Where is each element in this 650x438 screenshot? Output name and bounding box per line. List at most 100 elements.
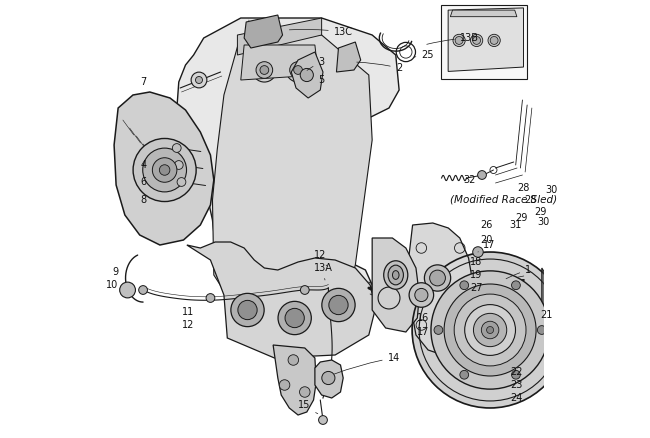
- Circle shape: [465, 304, 515, 355]
- Circle shape: [300, 286, 309, 294]
- Text: 29: 29: [534, 207, 546, 217]
- Text: 9: 9: [112, 267, 118, 277]
- Circle shape: [172, 144, 181, 152]
- Circle shape: [238, 300, 257, 320]
- Polygon shape: [450, 10, 517, 17]
- Circle shape: [133, 138, 196, 201]
- Circle shape: [512, 281, 520, 290]
- Text: 12: 12: [313, 250, 327, 266]
- Text: 5: 5: [318, 75, 324, 85]
- Text: (Modified Race Sled): (Modified Race Sled): [450, 195, 557, 205]
- Circle shape: [174, 161, 183, 170]
- Circle shape: [430, 270, 445, 286]
- Ellipse shape: [286, 58, 310, 82]
- Circle shape: [159, 165, 170, 175]
- Polygon shape: [240, 45, 318, 80]
- Circle shape: [473, 247, 483, 257]
- Circle shape: [177, 178, 186, 187]
- Circle shape: [300, 387, 310, 397]
- Circle shape: [415, 289, 428, 302]
- Ellipse shape: [471, 34, 483, 46]
- Circle shape: [318, 416, 328, 424]
- FancyBboxPatch shape: [441, 5, 526, 79]
- Text: 1: 1: [506, 265, 531, 279]
- Circle shape: [478, 171, 486, 180]
- Ellipse shape: [388, 265, 404, 285]
- Polygon shape: [337, 42, 361, 72]
- Text: 20: 20: [480, 235, 492, 245]
- Circle shape: [143, 148, 187, 192]
- Ellipse shape: [290, 62, 306, 78]
- Text: 27: 27: [470, 283, 482, 293]
- Circle shape: [482, 321, 499, 339]
- Circle shape: [473, 313, 507, 346]
- Text: 12: 12: [181, 320, 194, 330]
- Text: 28: 28: [517, 183, 529, 193]
- Polygon shape: [412, 252, 560, 408]
- Circle shape: [409, 283, 434, 307]
- Circle shape: [285, 308, 304, 328]
- Text: 16: 16: [417, 313, 430, 323]
- Text: 15: 15: [298, 400, 318, 414]
- Circle shape: [460, 371, 469, 379]
- Polygon shape: [315, 360, 343, 398]
- Polygon shape: [177, 18, 399, 345]
- Polygon shape: [542, 268, 563, 359]
- Text: 19: 19: [470, 270, 482, 280]
- Text: 24: 24: [510, 393, 523, 403]
- Text: 31: 31: [509, 220, 521, 230]
- Circle shape: [152, 158, 177, 182]
- Polygon shape: [213, 35, 372, 338]
- Text: 29: 29: [515, 213, 528, 223]
- Ellipse shape: [384, 261, 408, 289]
- Ellipse shape: [488, 34, 500, 46]
- Ellipse shape: [393, 271, 399, 279]
- Text: 8: 8: [140, 195, 146, 205]
- Ellipse shape: [455, 36, 463, 44]
- Text: 26: 26: [480, 220, 492, 230]
- Text: 2: 2: [357, 62, 402, 73]
- Polygon shape: [408, 223, 473, 355]
- Ellipse shape: [256, 62, 273, 78]
- Text: 4: 4: [140, 160, 146, 170]
- Ellipse shape: [294, 66, 302, 74]
- Text: 13B: 13B: [427, 33, 479, 44]
- Text: 22: 22: [510, 367, 523, 377]
- Circle shape: [191, 72, 207, 88]
- Text: 30: 30: [545, 185, 558, 195]
- Polygon shape: [291, 52, 323, 98]
- Polygon shape: [244, 15, 283, 48]
- Text: 10: 10: [106, 280, 118, 290]
- Circle shape: [378, 287, 400, 309]
- Circle shape: [322, 288, 355, 321]
- Text: 17: 17: [417, 327, 430, 337]
- Ellipse shape: [490, 36, 498, 44]
- Text: 13C: 13C: [289, 27, 353, 37]
- Ellipse shape: [453, 34, 465, 46]
- Ellipse shape: [252, 58, 276, 82]
- Circle shape: [206, 293, 215, 302]
- Text: 28: 28: [524, 195, 536, 205]
- Polygon shape: [372, 238, 419, 332]
- Text: 21: 21: [541, 310, 553, 320]
- Text: 11: 11: [181, 307, 194, 317]
- Circle shape: [231, 293, 264, 327]
- Text: 3: 3: [307, 57, 324, 71]
- Circle shape: [487, 326, 493, 333]
- Text: 23: 23: [510, 380, 523, 390]
- Text: 18: 18: [470, 257, 482, 267]
- Polygon shape: [237, 18, 322, 55]
- Polygon shape: [114, 92, 214, 245]
- Circle shape: [431, 271, 549, 389]
- Ellipse shape: [473, 36, 480, 44]
- Text: 13A: 13A: [313, 263, 332, 280]
- Circle shape: [300, 68, 313, 81]
- Circle shape: [424, 265, 450, 291]
- Circle shape: [444, 284, 536, 376]
- Polygon shape: [187, 242, 376, 358]
- Circle shape: [460, 281, 469, 290]
- Polygon shape: [273, 345, 317, 415]
- Text: 7: 7: [140, 77, 146, 87]
- Text: 17: 17: [478, 240, 496, 252]
- Circle shape: [288, 355, 298, 365]
